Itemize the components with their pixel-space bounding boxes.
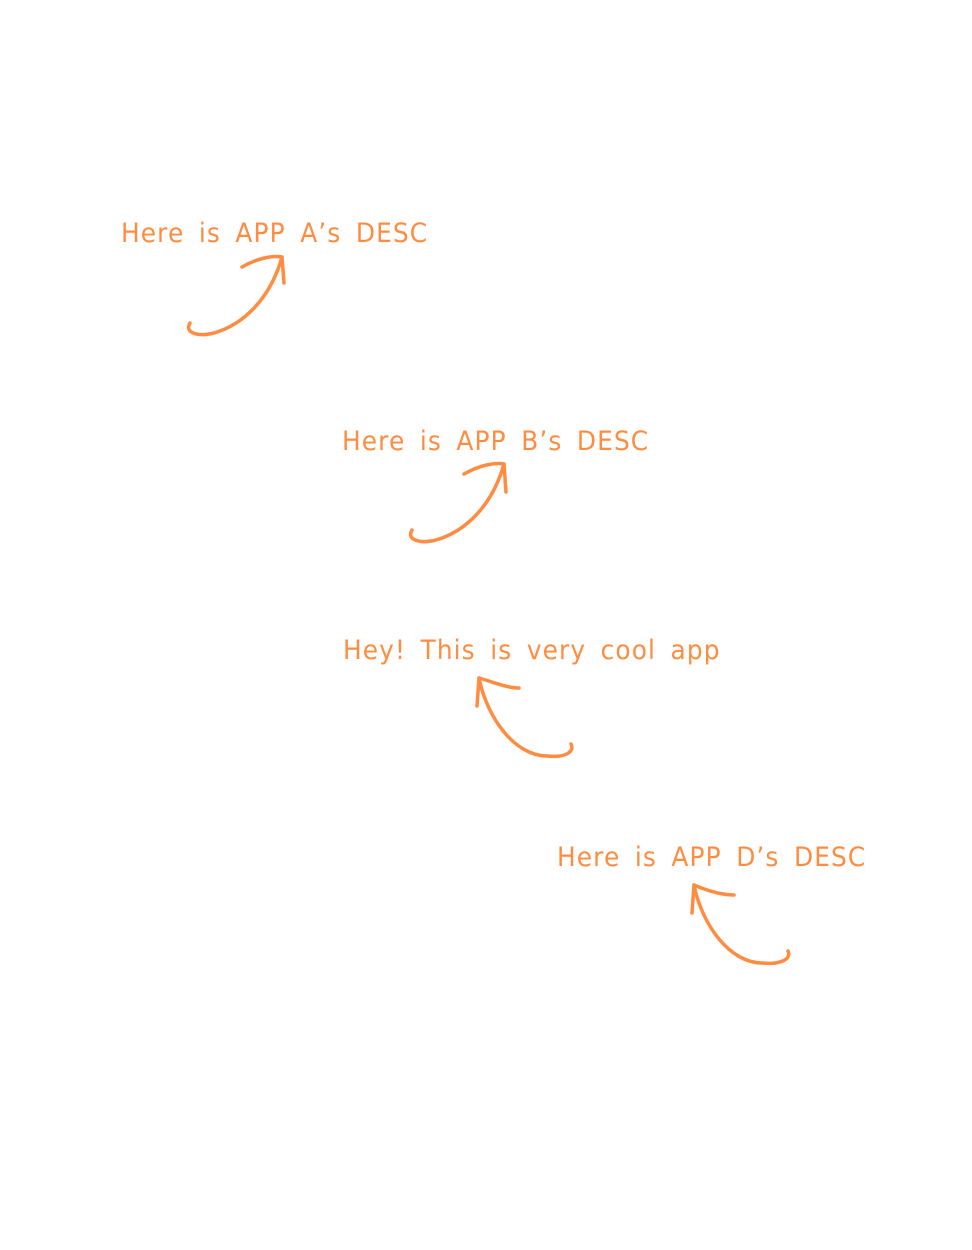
annotation-app-b-desc: Here is APP B’s DESC (342, 426, 650, 457)
curved-arrow-icon (186, 254, 286, 337)
annotation-app-a-desc: Here is APP A’s DESC (121, 218, 429, 249)
annotation-cool-app: Hey! This is very cool app (343, 635, 721, 666)
curved-arrow-icon (690, 883, 791, 966)
curved-arrow-icon (475, 676, 574, 759)
annotation-app-d-desc: Here is APP D’s DESC (557, 842, 867, 873)
curved-arrow-icon (408, 461, 508, 544)
